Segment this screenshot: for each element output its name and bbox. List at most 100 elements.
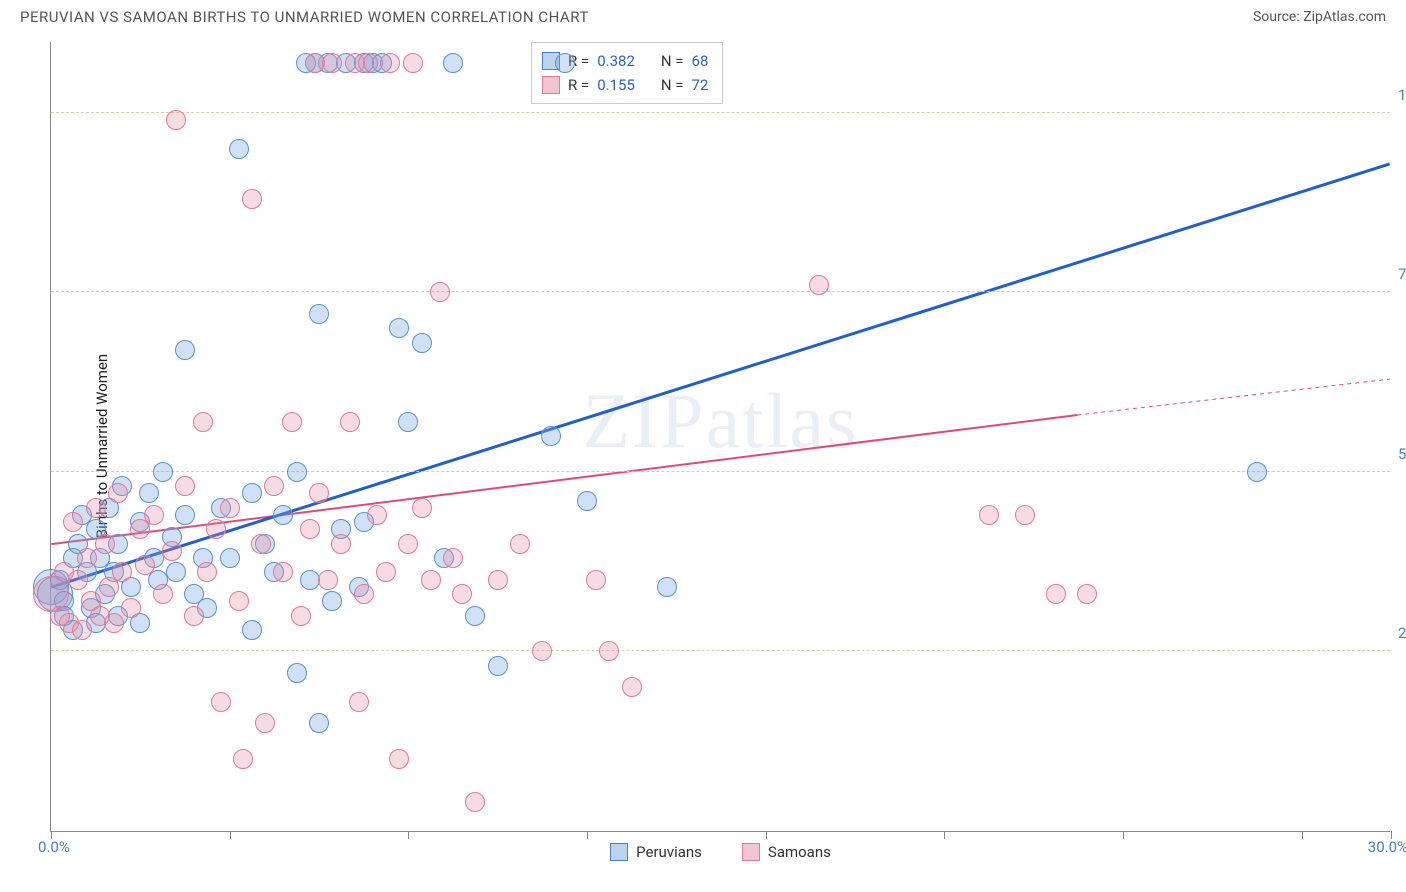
scatter-point	[488, 570, 508, 590]
scatter-point	[532, 641, 552, 661]
ytick-label: 25.0%	[1398, 624, 1406, 642]
chart-title: PERUVIAN VS SAMOAN BIRTHS TO UNMARRIED W…	[20, 8, 589, 26]
scatter-point	[242, 620, 262, 640]
scatter-point	[287, 462, 307, 482]
scatter-point	[121, 598, 141, 618]
scatter-point	[421, 570, 441, 590]
trend-lines-layer	[51, 42, 1390, 831]
swatch-pink-icon	[542, 76, 560, 94]
scatter-point	[229, 139, 249, 159]
scatter-point	[220, 548, 240, 568]
scatter-point	[162, 541, 182, 561]
scatter-point	[979, 505, 999, 525]
scatter-point	[465, 606, 485, 626]
stats-legend-box: R = 0.382 N = 68 R = 0.155 N = 72	[531, 42, 723, 104]
scatter-point	[488, 656, 508, 676]
scatter-point	[358, 53, 378, 73]
n-value-samoans: 72	[692, 73, 709, 97]
scatter-point	[273, 505, 293, 525]
scatter-point	[340, 412, 360, 432]
source-label: Source: ZipAtlas.com	[1253, 9, 1386, 25]
scatter-point	[577, 491, 597, 511]
scatter-point	[412, 333, 432, 353]
scatter-point	[555, 53, 575, 73]
scatter-point	[211, 692, 231, 712]
scatter-point	[255, 713, 275, 733]
scatter-point	[465, 792, 485, 812]
scatter-point	[175, 476, 195, 496]
gridline	[51, 291, 1390, 292]
scatter-point	[95, 534, 115, 554]
scatter-point	[599, 641, 619, 661]
scatter-point	[68, 570, 88, 590]
scatter-point	[443, 548, 463, 568]
gridline	[51, 471, 1390, 472]
scatter-point	[104, 613, 124, 633]
scatter-point	[403, 53, 423, 73]
scatter-point	[541, 426, 561, 446]
scatter-point	[251, 534, 271, 554]
ytick-label: 100.0%	[1398, 86, 1406, 104]
scatter-point	[809, 275, 829, 295]
scatter-point	[657, 577, 677, 597]
scatter-point	[233, 749, 253, 769]
scatter-point	[197, 562, 217, 582]
stats-row-samoans: R = 0.155 N = 72	[542, 73, 708, 97]
scatter-point	[108, 483, 128, 503]
scatter-point	[220, 498, 240, 518]
scatter-point	[309, 483, 329, 503]
ytick-label: 50.0%	[1398, 445, 1406, 463]
scatter-point	[586, 570, 606, 590]
scatter-point	[242, 483, 262, 503]
scatter-point	[229, 591, 249, 611]
scatter-point	[452, 584, 472, 604]
scatter-point	[354, 584, 374, 604]
n-label: N =	[661, 49, 684, 73]
trend-line	[1077, 379, 1389, 415]
r-label: R =	[568, 73, 589, 97]
trend-line	[51, 415, 1077, 544]
trend-line	[51, 164, 1389, 587]
scatter-point	[166, 562, 186, 582]
scatter-point	[412, 498, 432, 518]
scatter-point	[376, 562, 396, 582]
scatter-point	[309, 713, 329, 733]
scatter-point	[166, 110, 186, 130]
scatter-point	[153, 462, 173, 482]
scatter-point	[193, 412, 213, 432]
scatter-point	[1077, 584, 1097, 604]
scatter-point	[1247, 462, 1267, 482]
scatter-point	[367, 505, 387, 525]
scatter-point	[622, 677, 642, 697]
gridline	[51, 112, 1390, 113]
scatter-point	[318, 570, 338, 590]
scatter-point	[144, 505, 164, 525]
scatter-point	[175, 505, 195, 525]
n-label: N =	[661, 73, 684, 97]
r-value-samoans: 0.155	[597, 73, 635, 97]
scatter-point	[443, 53, 463, 73]
scatter-point	[175, 340, 195, 360]
scatter-point	[287, 663, 307, 683]
scatter-point	[206, 519, 226, 539]
scatter-point	[331, 534, 351, 554]
r-value-peruvians: 0.382	[597, 49, 635, 73]
scatter-point	[309, 304, 329, 324]
scatter-point	[72, 620, 92, 640]
scatter-point	[380, 53, 400, 73]
scatter-point	[1015, 505, 1035, 525]
gridline	[51, 650, 1390, 651]
scatter-point	[430, 282, 450, 302]
scatter-point	[322, 591, 342, 611]
scatter-point	[398, 534, 418, 554]
xaxis-labels: 0.0% 30.0%	[50, 838, 1390, 868]
scatter-point	[389, 318, 409, 338]
scatter-point	[1046, 584, 1066, 604]
n-value-peruvians: 68	[692, 49, 709, 73]
scatter-point	[242, 189, 262, 209]
ytick-label: 75.0%	[1398, 265, 1406, 283]
scatter-point	[282, 412, 302, 432]
scatter-point	[86, 498, 106, 518]
xtick-label-max: 30.0%	[1368, 838, 1406, 856]
chart-plot-area: ZIPatlas R = 0.382 N = 68 R = 0.155 N = …	[50, 42, 1390, 832]
